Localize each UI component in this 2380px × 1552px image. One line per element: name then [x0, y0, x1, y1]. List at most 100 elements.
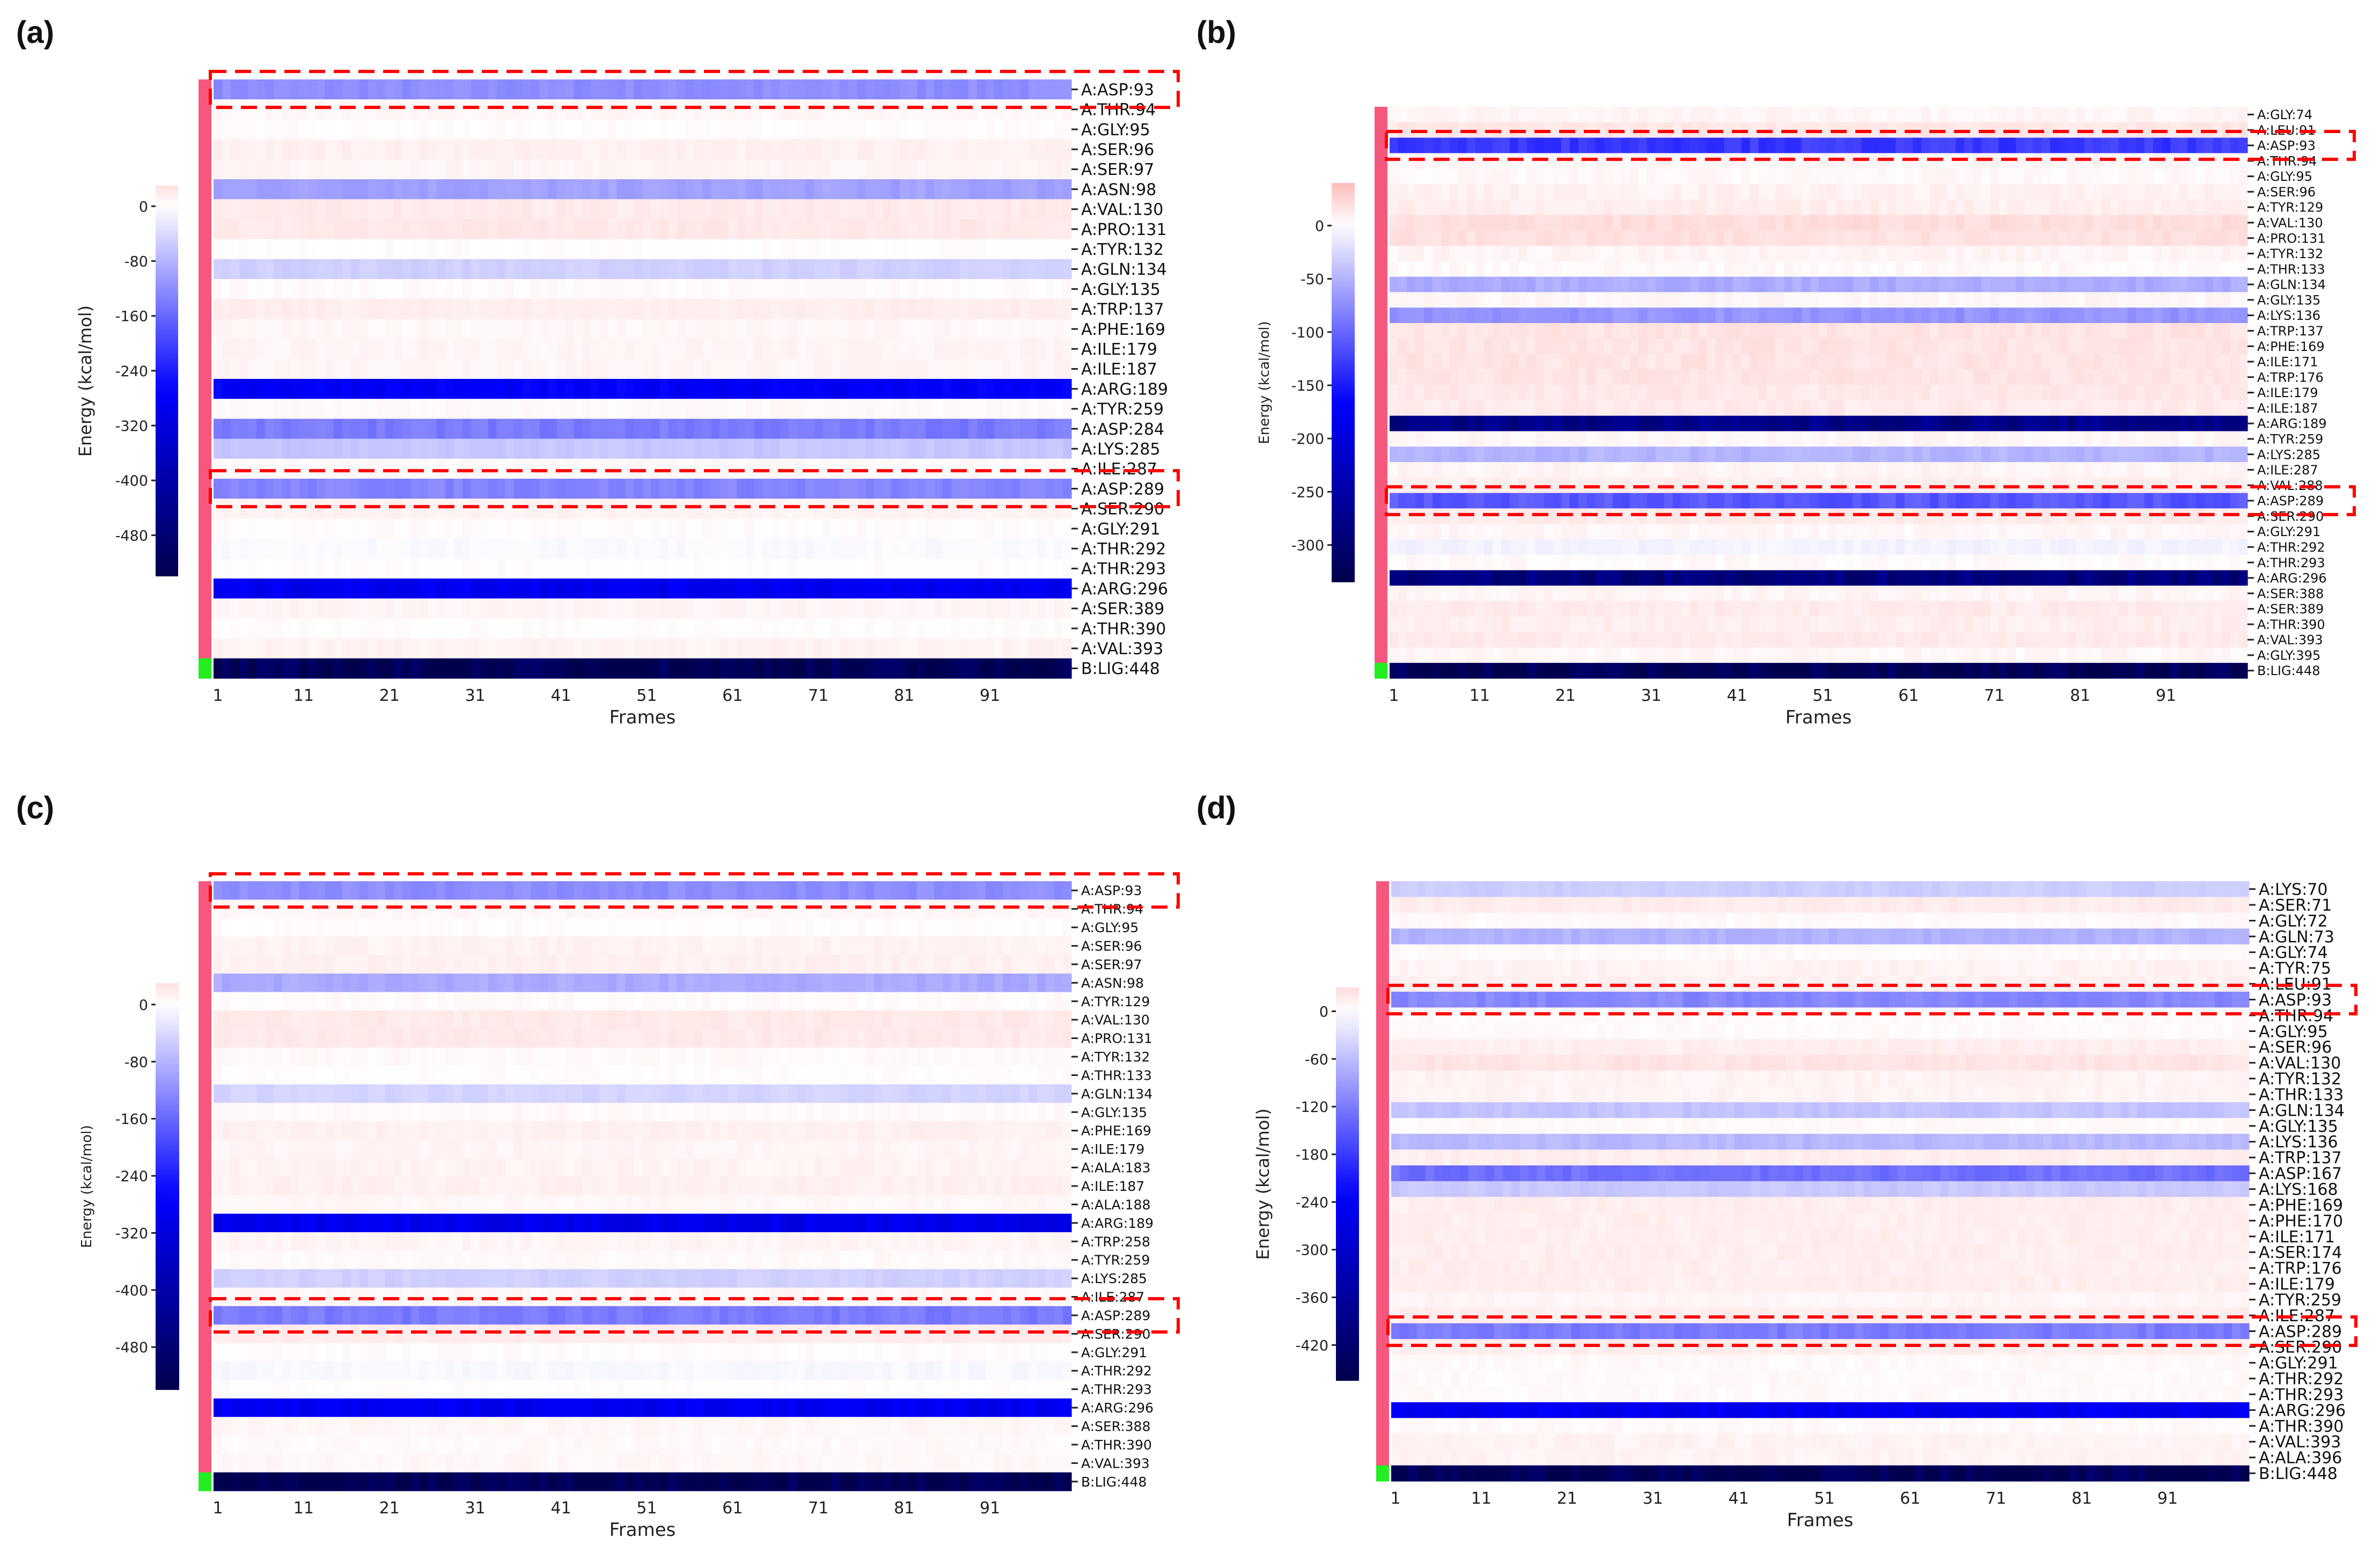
- heatmap-cell: [2119, 246, 2128, 262]
- heatmap-cell: [453, 458, 463, 479]
- heatmap-cell: [1921, 107, 1930, 123]
- heatmap-cell: [1689, 308, 1699, 324]
- heatmap-cell: [333, 159, 343, 180]
- heatmap-cell: [376, 159, 386, 180]
- heatmap-cell: [1861, 169, 1871, 185]
- heatmap-cell: [711, 538, 721, 559]
- heatmap-cell: [2007, 276, 2016, 292]
- heatmap-cell: [1569, 323, 1579, 339]
- heatmap-cell: [453, 358, 463, 379]
- heatmap-cell: [462, 558, 472, 579]
- heatmap-cell: [986, 579, 995, 599]
- heatmap-cell: [316, 159, 326, 180]
- heatmap-cells: [214, 79, 1072, 679]
- heatmap-cell: [2093, 369, 2102, 385]
- heatmap-cell: [694, 79, 703, 100]
- heatmap-cell: [1964, 230, 1973, 246]
- heatmap-cell: [1655, 323, 1665, 339]
- heatmap-cell: [702, 518, 712, 539]
- heatmap-cell: [1586, 338, 1596, 355]
- heatmap-cell: [2162, 215, 2171, 231]
- heatmap-cell: [642, 618, 652, 639]
- heatmap-cell: [1466, 137, 1476, 153]
- heatmap-cell: [797, 518, 806, 539]
- heatmap-cell: [1775, 169, 1785, 185]
- heatmap-cell: [436, 299, 446, 319]
- heatmap-cell: [865, 538, 875, 559]
- heatmap-cell: [342, 179, 351, 200]
- heatmap-cell: [1767, 385, 1776, 401]
- heatmap-cell: [1775, 338, 1785, 355]
- heatmap-cell: [874, 379, 883, 399]
- heatmap-cell: [1552, 261, 1562, 277]
- heatmap-cell: [797, 319, 806, 340]
- heatmap-cell: [256, 358, 266, 379]
- heatmap-cell: [771, 479, 780, 499]
- heatmap-cell: [659, 458, 669, 479]
- heatmap-cell: [1896, 369, 1905, 385]
- heatmap-cell: [608, 199, 618, 219]
- heatmap-cell: [840, 199, 849, 219]
- heatmap-cell: [2067, 369, 2076, 385]
- heatmap-cell: [2153, 199, 2162, 216]
- heatmap-cell: [2093, 323, 2102, 339]
- heatmap-cell: [290, 139, 300, 160]
- heatmap-cell: [1029, 479, 1038, 499]
- heatmap-cell: [711, 279, 721, 299]
- heatmap-cell: [522, 579, 532, 599]
- heatmap-cell: [222, 618, 231, 639]
- heatmap-cell: [1732, 276, 1742, 292]
- heatmap-cell: [574, 339, 583, 360]
- heatmap-cell: [788, 259, 797, 280]
- heatmap-cell: [453, 598, 463, 619]
- heatmap-cell: [574, 79, 583, 100]
- heatmap-cell: [599, 139, 609, 160]
- heatmap-cell: [1526, 292, 1536, 308]
- heatmap-cell: [702, 598, 712, 619]
- heatmap-cell: [780, 339, 789, 360]
- heatmap-cell: [428, 499, 437, 519]
- heatmap-cell: [299, 279, 308, 299]
- heatmap-cell: [934, 479, 943, 499]
- heatmap-cell: [908, 379, 917, 399]
- heatmap-cell: [1724, 369, 1733, 385]
- heatmap-cell: [642, 279, 652, 299]
- heatmap-cell: [951, 499, 960, 519]
- heatmap-cell: [1973, 323, 1982, 339]
- heatmap-cell: [977, 598, 986, 619]
- heatmap-cell: [1827, 169, 1837, 185]
- heatmap-cell: [1853, 338, 1862, 355]
- heatmap-cell: [282, 638, 291, 659]
- heatmap-cell: [891, 379, 900, 399]
- heatmap-cell: [634, 598, 643, 619]
- heatmap-cell: [513, 579, 523, 599]
- heatmap-cell: [333, 399, 343, 419]
- heatmap-cell: [376, 479, 386, 499]
- heatmap-cell: [230, 518, 240, 539]
- heatmap-cell: [874, 119, 883, 140]
- heatmap-cell: [831, 618, 840, 639]
- heatmap-cell: [822, 458, 832, 479]
- heatmap-cell: [1827, 276, 1837, 292]
- heatmap-cell: [1835, 354, 1845, 370]
- heatmap-cell: [2016, 292, 2025, 308]
- heatmap-cell: [668, 99, 678, 120]
- heatmap-cell: [651, 499, 660, 519]
- heatmap-cell: [393, 299, 403, 319]
- heatmap-cell: [1423, 169, 1433, 185]
- heatmap-cell: [1870, 308, 1879, 324]
- heatmap-cell: [1938, 153, 1948, 169]
- heatmap-cell: [2230, 261, 2239, 277]
- heatmap-cell: [539, 299, 549, 319]
- heatmap-cell: [582, 438, 592, 459]
- heatmap-cell: [977, 638, 986, 659]
- heatmap-cell: [685, 179, 695, 200]
- heatmap-cell: [745, 259, 754, 280]
- heatmap-cell: [1544, 230, 1553, 246]
- heatmap-cell: [548, 159, 557, 180]
- heatmap-cell: [2024, 107, 2033, 123]
- heatmap-cell: [556, 319, 566, 340]
- heatmap-cell: [393, 339, 403, 360]
- heatmap-cell: [840, 399, 849, 419]
- heatmap-cell: [290, 79, 300, 100]
